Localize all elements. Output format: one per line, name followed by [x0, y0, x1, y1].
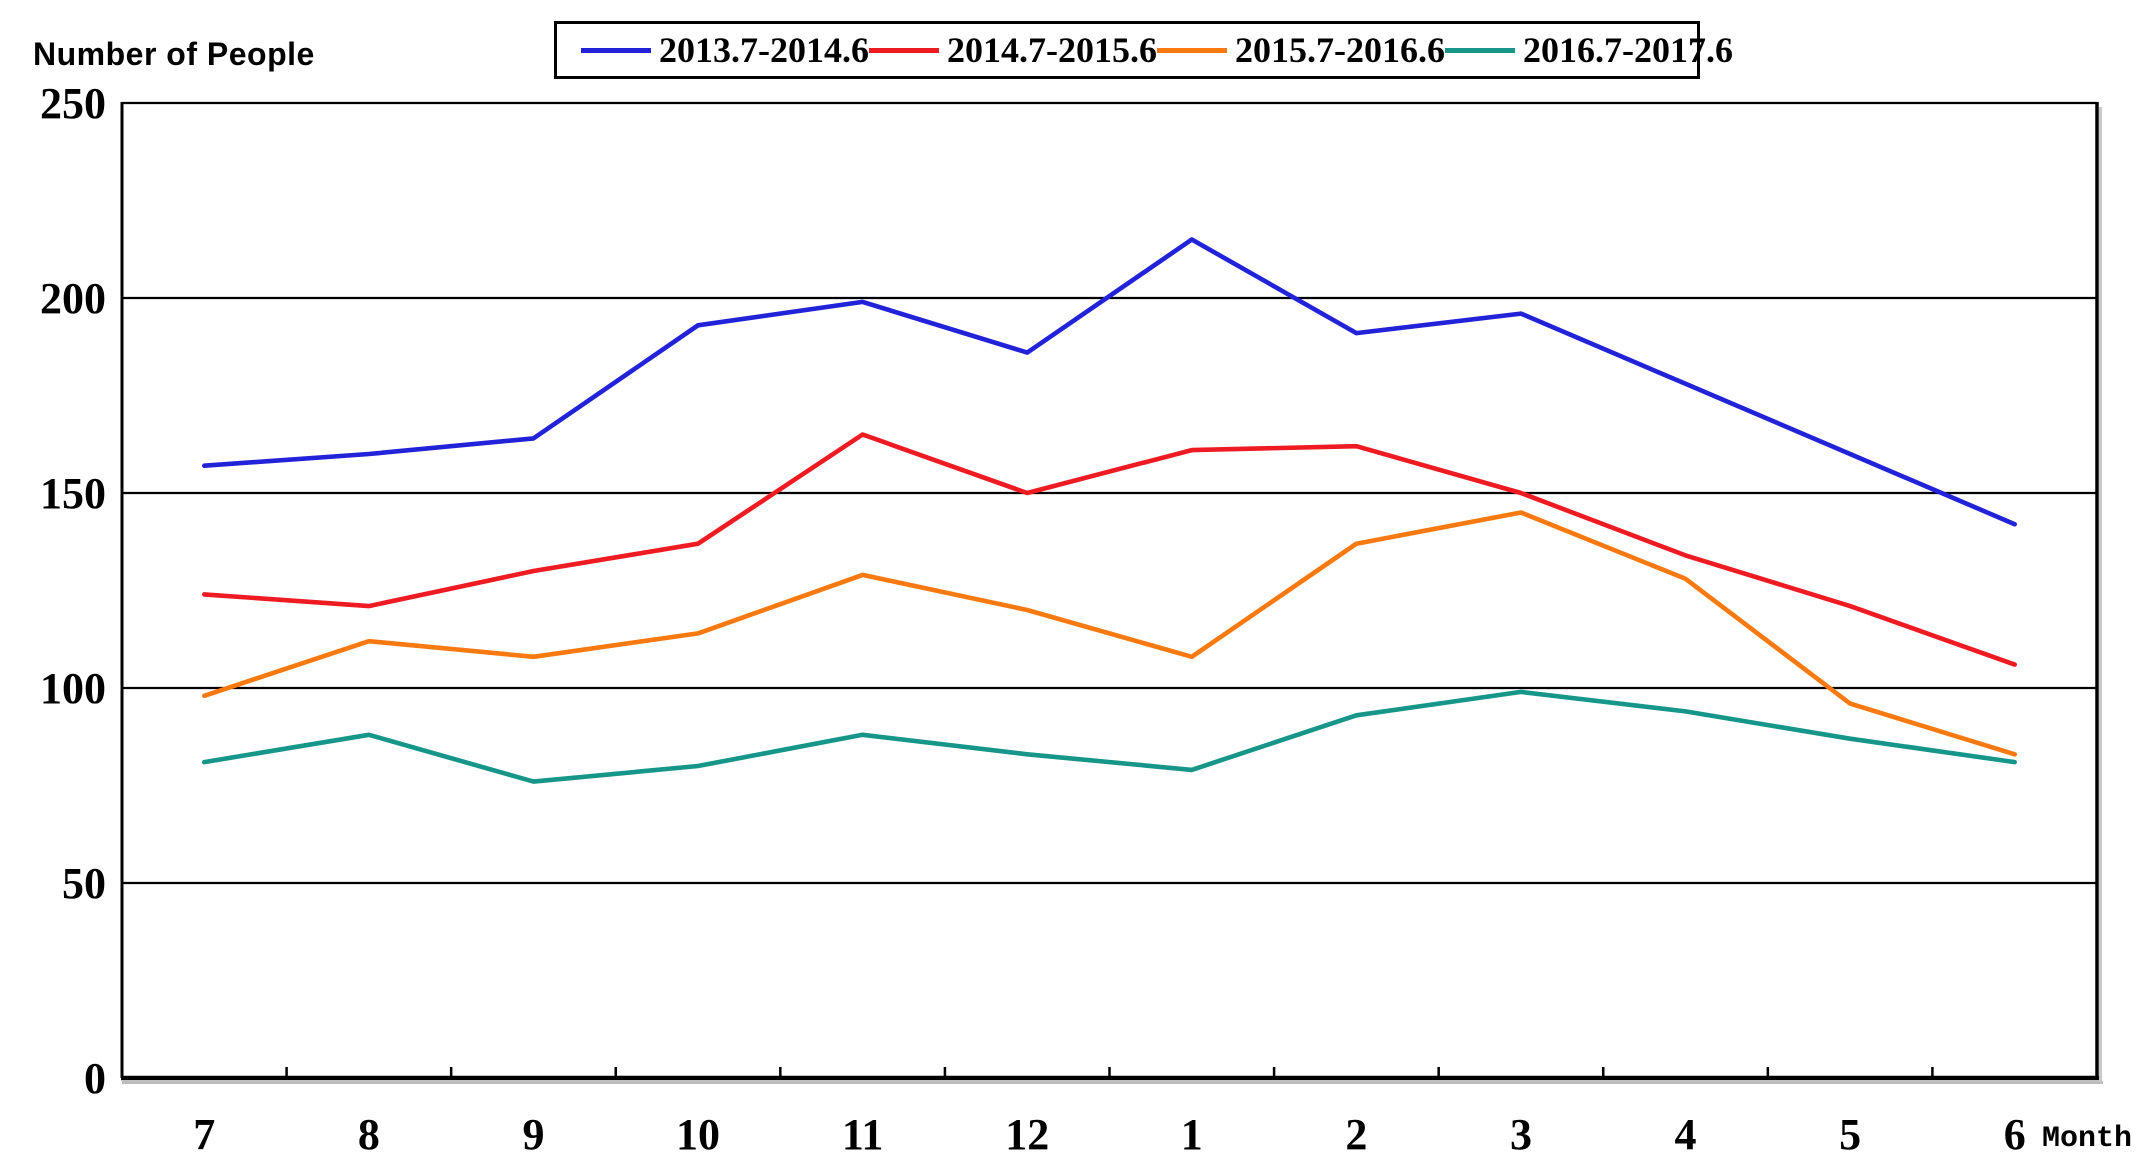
legend-label: 2016.7-2017.6 — [1523, 30, 1733, 70]
legend-item: 2014.7-2015.6 — [869, 29, 1157, 71]
series-line-2014.7-2015.6 — [202, 432, 2017, 667]
y-tick-label-100: 100 — [40, 664, 106, 713]
axis-shadow-bottom — [122, 1081, 2103, 1084]
legend-item: 2015.7-2016.6 — [1157, 29, 1445, 71]
x-axis-unit-label: Month — [2042, 1122, 2132, 1156]
y-tick-label-50: 50 — [62, 859, 106, 908]
y-tick-label-200: 200 — [40, 274, 106, 323]
x-tick-label-6: 6 — [2004, 1110, 2026, 1159]
x-tick-label-11: 11 — [842, 1110, 884, 1159]
legend-item: 2013.7-2014.6 — [581, 29, 869, 71]
legend-line-swatch — [581, 47, 651, 53]
x-tick-label-12: 12 — [1005, 1110, 1049, 1159]
legend-label: 2014.7-2015.6 — [947, 30, 1157, 70]
x-tick-label-10: 10 — [676, 1110, 720, 1159]
legend: 2013.7-2014.6 2014.7-2015.6 2015.7-2016.6 2… — [554, 21, 1733, 79]
series-line-2013.7-2014.6 — [202, 237, 2017, 527]
x-tick-label-2: 2 — [1345, 1110, 1367, 1159]
series-line-2016.7-2017.6 — [202, 689, 2017, 784]
legend-label: 2013.7-2014.6 — [659, 30, 869, 70]
x-tick-label-1: 1 — [1181, 1110, 1203, 1159]
legend-line-swatch — [869, 47, 939, 53]
series-line-2015.7-2016.6 — [202, 510, 2017, 757]
x-tick-label-5: 5 — [1839, 1110, 1861, 1159]
x-tick-label-3: 3 — [1510, 1110, 1532, 1159]
y-tick-label-0: 0 — [84, 1054, 106, 1103]
y-tick-label-150: 150 — [40, 469, 106, 518]
x-tick-label-7: 7 — [193, 1110, 215, 1159]
legend-line-swatch — [1157, 47, 1227, 53]
axis-shadow-right — [2099, 107, 2102, 1082]
y-axis-title: Number of People — [33, 36, 315, 72]
legend-line-swatch — [1445, 47, 1515, 53]
legend-label: 2015.7-2016.6 — [1235, 30, 1445, 70]
y-tick-label-250: 250 — [40, 79, 106, 128]
x-tick-label-4: 4 — [1675, 1110, 1697, 1159]
legend-item: 2016.7-2017.6 — [1445, 29, 1733, 71]
x-tick-label-9: 9 — [522, 1110, 544, 1159]
x-tick-label-8: 8 — [358, 1110, 380, 1159]
